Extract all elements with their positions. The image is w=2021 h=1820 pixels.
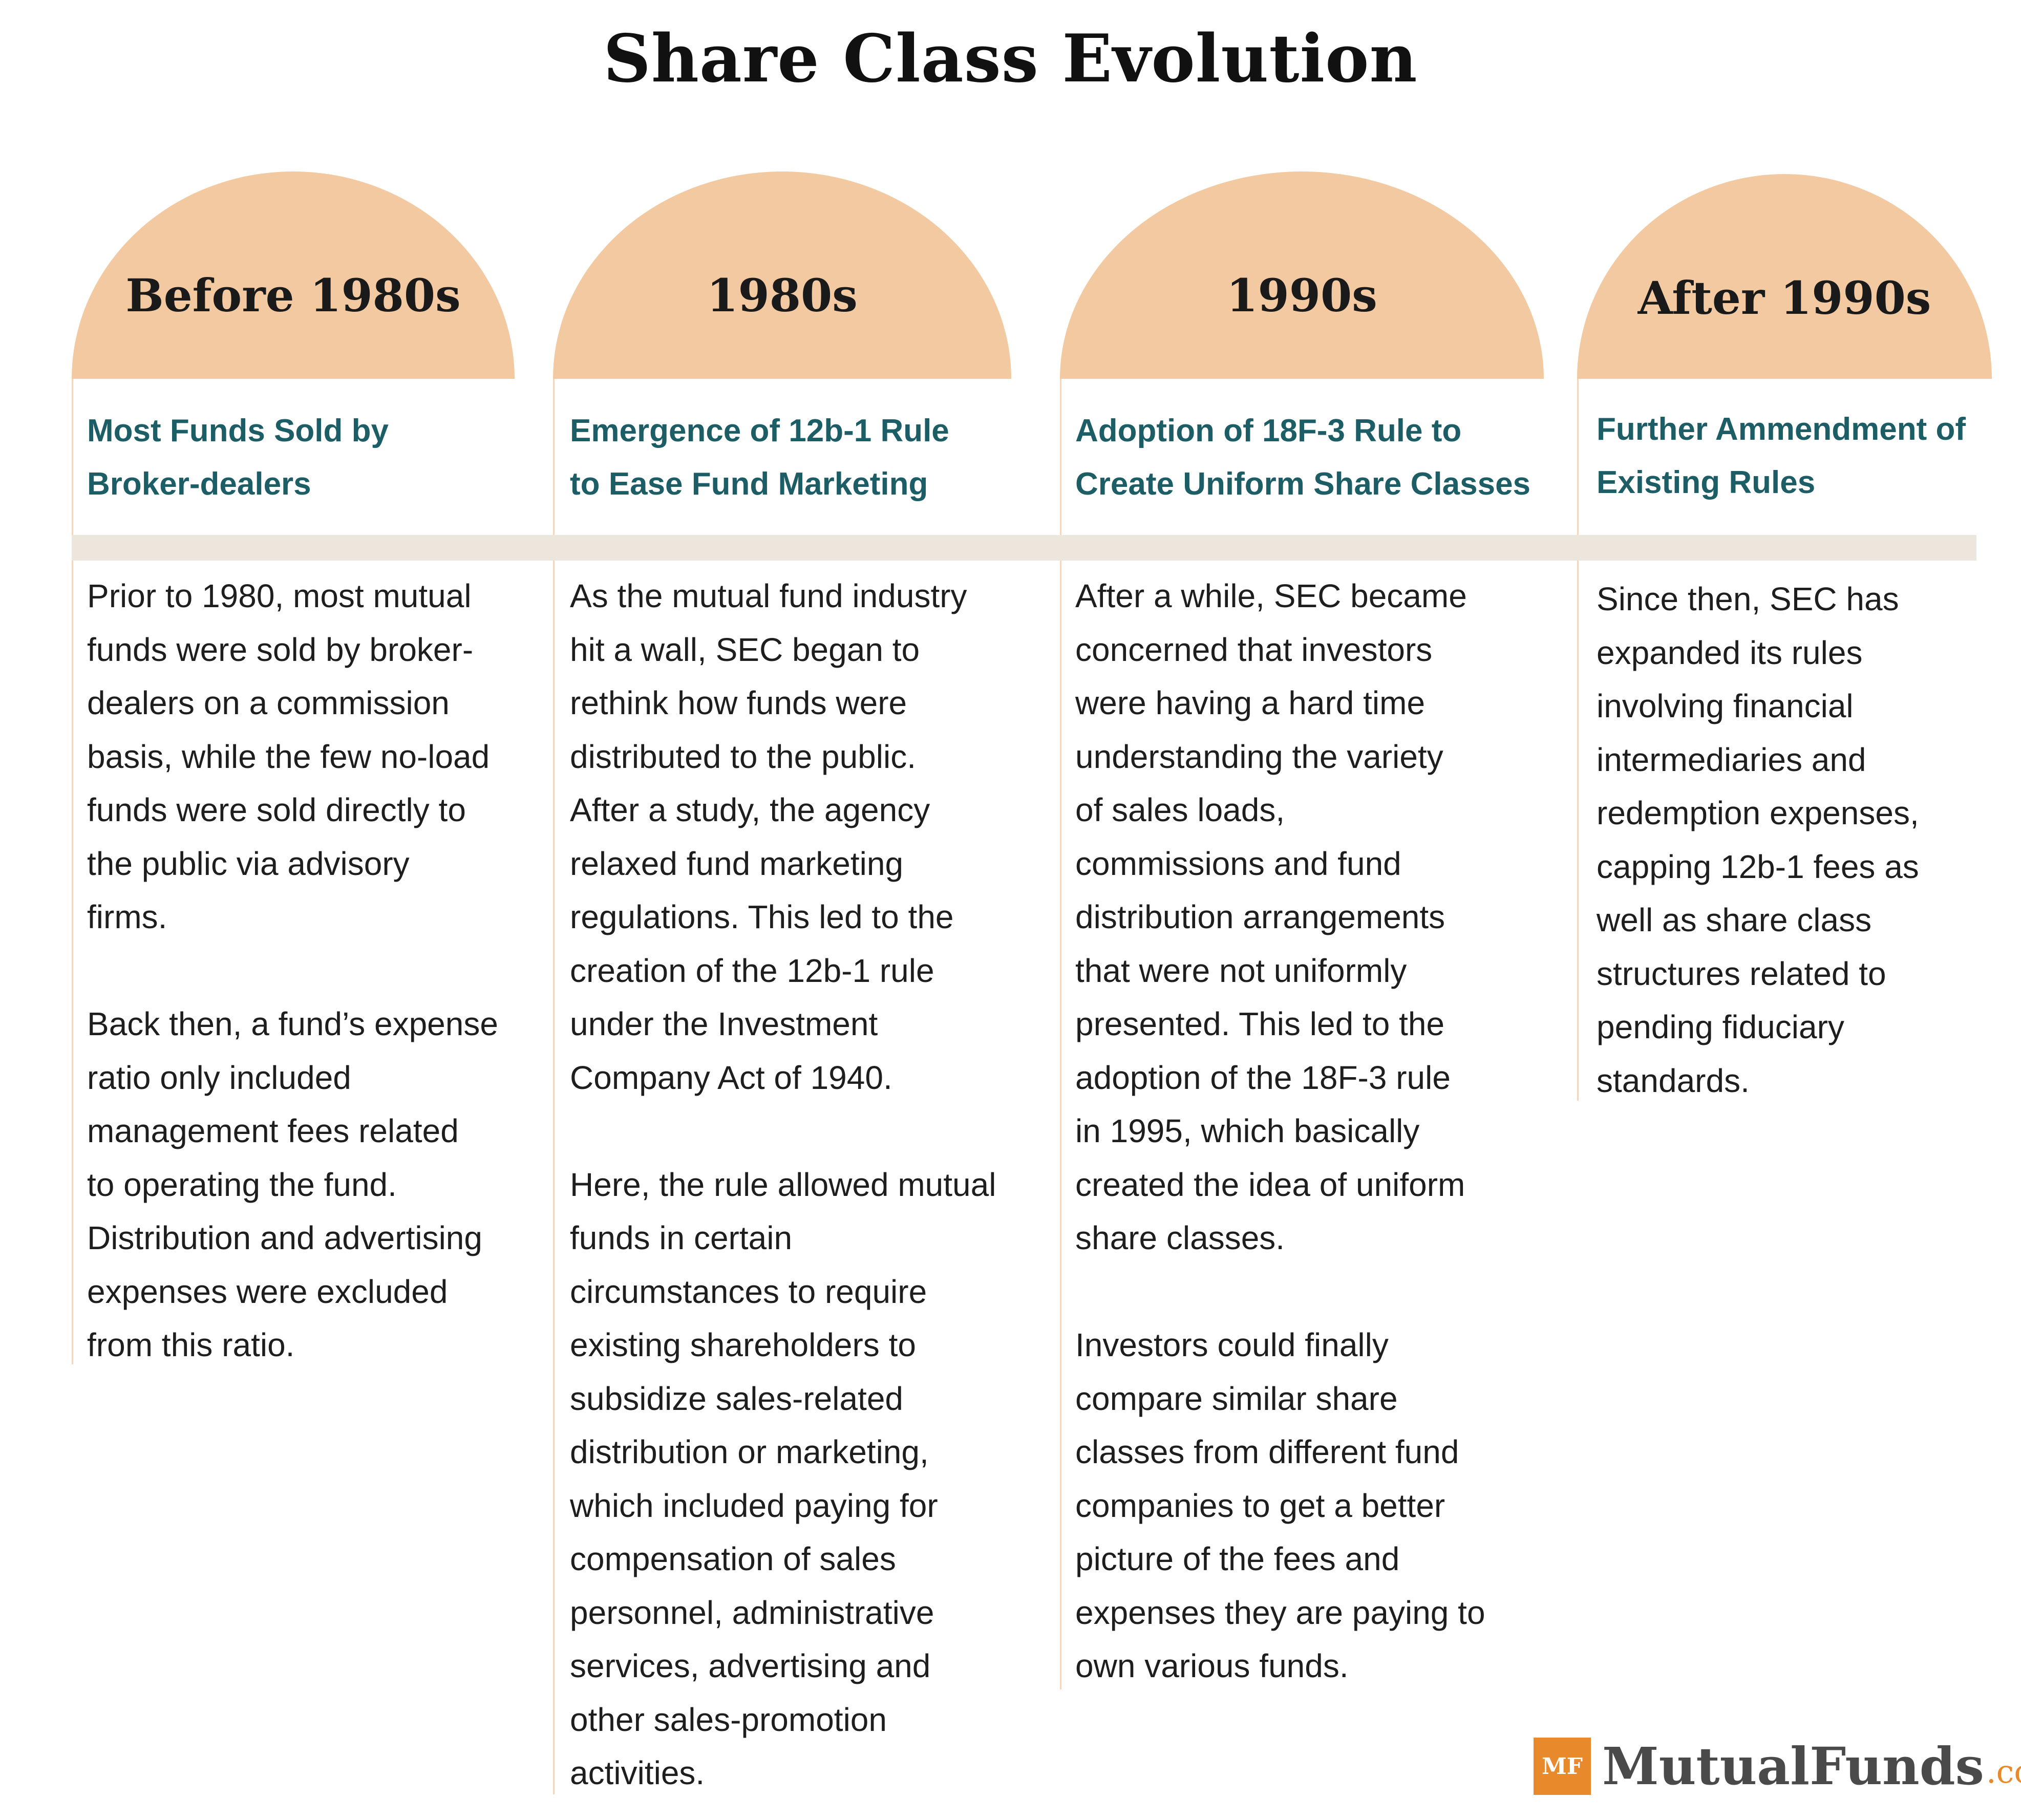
period-arch-1980s: 1980s	[553, 172, 1011, 379]
period-heading: Emergence of 12b-1 Rule to Ease Fund Mar…	[570, 413, 949, 502]
period-label: Before 1980s	[125, 269, 461, 322]
column-divider	[553, 379, 555, 1794]
section-divider-band	[72, 535, 1976, 561]
period-arch-after-1990s: After 1990s	[1577, 174, 1992, 379]
period-description: As the mutual fund industry hit a wall, …	[570, 577, 996, 1791]
period-description: Since then, SEC has expanded its rules i…	[1597, 581, 1919, 1099]
period-label: After 1990s	[1637, 271, 1931, 325]
column-divider	[1060, 379, 1061, 1689]
period-arch-1990s: 1990s	[1060, 172, 1544, 379]
period-arch-before-1980s: Before 1980s	[72, 172, 515, 379]
column-divider	[1577, 379, 1579, 1101]
column-divider	[72, 379, 73, 1364]
period-label: 1980s	[707, 269, 858, 322]
period-label: 1990s	[1226, 269, 1377, 322]
period-heading: Further Ammendment of Existing Rules	[1597, 412, 1966, 500]
logo-mark: MF	[1534, 1738, 1591, 1795]
period-description: After a while, SEC became concerned that…	[1075, 577, 1485, 1684]
period-heading: Adoption of 18F-3 Rule to Create Uniform…	[1075, 413, 1531, 502]
brand-logo: MF MutualFunds .com	[1534, 1733, 2021, 1800]
logo-name: MutualFunds	[1602, 1736, 1984, 1796]
logo-tld: .com	[1986, 1753, 2021, 1790]
page-title: Share Class Evolution	[603, 20, 1418, 97]
period-heading: Most Funds Sold by Broker-dealers	[87, 413, 389, 502]
period-description: Prior to 1980, most mutual funds were so…	[87, 577, 498, 1363]
